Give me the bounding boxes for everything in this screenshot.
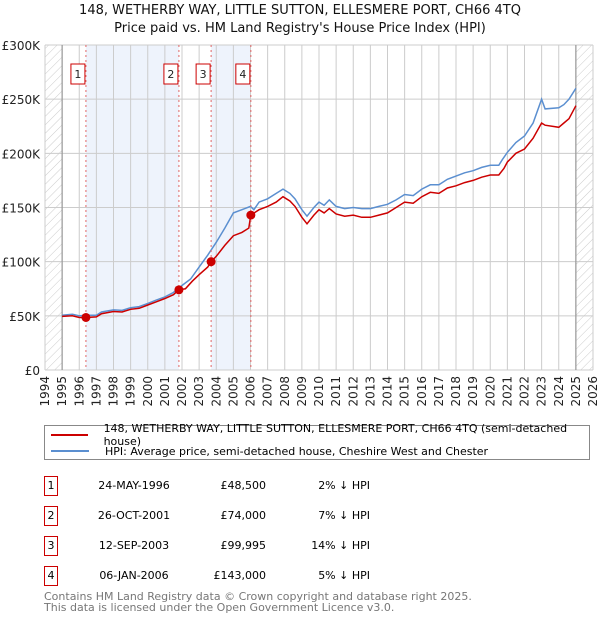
sale-price: £74,000 bbox=[220, 509, 267, 522]
x-tick-label: 2010 bbox=[312, 376, 326, 407]
sale-label-box bbox=[163, 63, 179, 85]
legend-swatch-red bbox=[51, 434, 88, 436]
legend: 148, WETHERBY WAY, LITTLE SUTTON, ELLESM… bbox=[44, 422, 590, 460]
x-tick-label: 2005 bbox=[226, 376, 240, 407]
table-row: 1 24-MAY-1996 £48,500 2% ↓ HPI bbox=[44, 476, 444, 500]
x-tick-label: 2003 bbox=[192, 376, 206, 407]
x-tick-label: 2000 bbox=[141, 376, 155, 407]
x-tick-label: 2004 bbox=[209, 376, 223, 407]
hpi-diff: 7% ↓ HPI bbox=[318, 509, 370, 522]
legend-item-hpi: HPI: Average price, semi-detached house,… bbox=[51, 443, 488, 459]
hpi-diff: 14% ↓ HPI bbox=[311, 539, 370, 552]
x-tick-label: 2014 bbox=[381, 376, 395, 407]
x-tick-label: 2023 bbox=[535, 376, 549, 407]
sale-date: 24-MAY-1996 bbox=[98, 479, 170, 492]
x-tick-label: 2009 bbox=[295, 376, 309, 407]
sale-point bbox=[206, 257, 216, 267]
x-tick-label: 2012 bbox=[346, 376, 360, 407]
table-row: 3 12-SEP-2003 £99,995 14% ↓ HPI bbox=[44, 536, 444, 560]
hpi-diff: 5% ↓ HPI bbox=[318, 569, 370, 582]
legend-swatch-blue bbox=[51, 450, 89, 452]
sale-price: £99,995 bbox=[220, 539, 267, 552]
sale-label: 1 bbox=[74, 68, 81, 81]
x-tick-label: 2008 bbox=[278, 376, 292, 407]
x-tick-label: 2020 bbox=[483, 376, 497, 407]
y-tick-label: £0 bbox=[25, 364, 40, 378]
x-tick-label: 2015 bbox=[398, 376, 412, 407]
y-tick-label: £200K bbox=[2, 147, 42, 161]
sale-date: 06-JAN-2006 bbox=[99, 569, 169, 582]
x-tick-label: 2025 bbox=[569, 376, 583, 407]
x-tick-label: 2021 bbox=[500, 376, 514, 407]
sale-price: £48,500 bbox=[220, 479, 267, 492]
sale-number: 2 bbox=[44, 506, 58, 526]
sale-point bbox=[174, 285, 184, 295]
table-row: 2 26-OCT-2001 £74,000 7% ↓ HPI bbox=[44, 506, 444, 530]
sale-number: 1 bbox=[44, 476, 58, 496]
legend-item-property: 148, WETHERBY WAY, LITTLE SUTTON, ELLESM… bbox=[51, 422, 589, 448]
x-tick-label: 2019 bbox=[466, 376, 480, 407]
x-tick-label: 2013 bbox=[363, 376, 377, 407]
y-tick-label: £50K bbox=[9, 310, 41, 324]
x-tick-label: 1994 bbox=[38, 376, 52, 407]
x-tick-label: 1995 bbox=[55, 376, 69, 407]
sale-label: 3 bbox=[200, 68, 207, 81]
x-tick-label: 2006 bbox=[244, 376, 258, 407]
sale-price: £143,000 bbox=[213, 569, 267, 582]
sale-number: 4 bbox=[44, 566, 58, 586]
x-tick-label: 2022 bbox=[518, 376, 532, 407]
sale-label-box bbox=[70, 63, 86, 85]
x-tick-label: 1999 bbox=[124, 376, 138, 407]
sale-point bbox=[81, 312, 91, 322]
x-tick-label: 2011 bbox=[329, 376, 343, 407]
table-row: 4 06-JAN-2006 £143,000 5% ↓ HPI bbox=[44, 566, 444, 590]
hpi-diff: 2% ↓ HPI bbox=[318, 479, 370, 492]
footer-copyright: Contains HM Land Registry data © Crown c… bbox=[44, 590, 472, 603]
sale-label-box bbox=[235, 63, 251, 85]
footer-licence: This data is licensed under the Open Gov… bbox=[44, 601, 395, 614]
property-series-line bbox=[62, 105, 577, 319]
x-tick-label: 1996 bbox=[72, 376, 86, 407]
y-tick-label: £300K bbox=[2, 39, 42, 53]
x-tick-label: 1997 bbox=[89, 376, 103, 407]
legend-label-property: 148, WETHERBY WAY, LITTLE SUTTON, ELLESM… bbox=[103, 422, 568, 448]
sale-number: 3 bbox=[44, 536, 58, 556]
x-tick-label: 2001 bbox=[158, 376, 172, 407]
chart-title: 148, WETHERBY WAY, LITTLE SUTTON, ELLESM… bbox=[79, 3, 521, 18]
x-tick-label: 2002 bbox=[175, 376, 189, 407]
x-tick-label: 2026 bbox=[586, 376, 600, 407]
x-tick-label: 2017 bbox=[432, 376, 446, 407]
x-tick-label: 2024 bbox=[552, 376, 566, 407]
x-tick-label: 2007 bbox=[261, 376, 275, 407]
chart-subtitle: Price paid vs. HM Land Registry's House … bbox=[114, 21, 486, 36]
sale-date: 12-SEP-2003 bbox=[98, 539, 170, 552]
sale-label: 2 bbox=[167, 68, 174, 81]
y-tick-label: £100K bbox=[2, 256, 42, 270]
sale-date: 26-OCT-2001 bbox=[97, 509, 171, 522]
sale-label-box bbox=[195, 63, 211, 85]
price-chart: 1 2 3 4 1994 1995 1996 1997 1998 1999 2000 2001 2002… bbox=[2, 39, 600, 407]
sale-point bbox=[246, 210, 256, 220]
hpi-series-line bbox=[62, 87, 577, 317]
legend-label-hpi: HPI: Average price, semi-detached house,… bbox=[105, 444, 489, 458]
x-tick-label: 2018 bbox=[449, 376, 463, 407]
x-tick-label: 1998 bbox=[107, 376, 121, 407]
x-tick-label: 2016 bbox=[415, 376, 429, 407]
sale-label: 4 bbox=[239, 68, 246, 81]
y-tick-label: £150K bbox=[2, 202, 42, 216]
y-tick-label: £250K bbox=[2, 93, 42, 107]
